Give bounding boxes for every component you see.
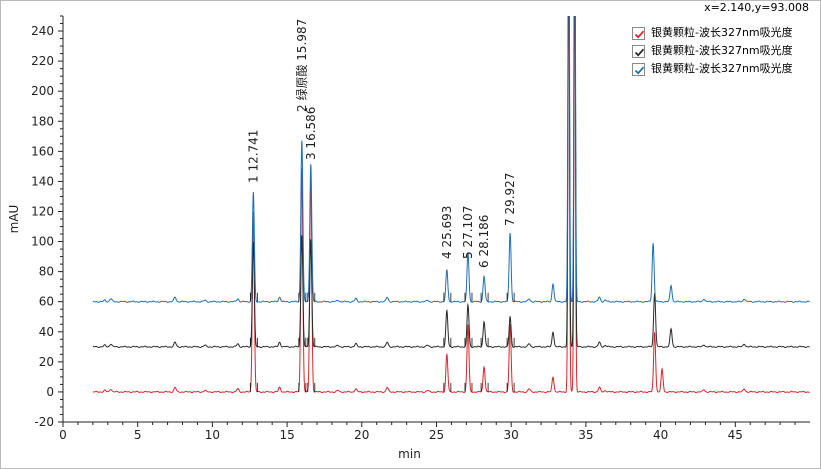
series-1-trace	[92, 16, 810, 394]
y-tick-label: 20	[39, 355, 54, 369]
y-tick-label: 240	[31, 24, 54, 38]
y-tick-label: 40	[39, 325, 54, 339]
peak-label-4: 4 25.693	[440, 206, 454, 259]
x-tick-label: 15	[279, 428, 294, 442]
series-2-group	[92, 16, 810, 348]
legend-item-2[interactable]: 银黄颗粒-波长327nm吸光度	[632, 42, 793, 60]
series-3-trace	[92, 16, 810, 303]
checkmark-icon	[634, 30, 645, 39]
y-tick-label: 180	[31, 114, 54, 128]
series-1-group	[92, 16, 810, 394]
x-tick-label: 45	[728, 428, 743, 442]
x-tick-label: 20	[354, 428, 369, 442]
y-tick-label: 120	[31, 204, 54, 218]
series-2-trace	[92, 16, 810, 348]
x-tick-label: 35	[578, 428, 593, 442]
y-tick-label: 0	[46, 385, 54, 399]
legend-checkbox-1[interactable]	[632, 26, 645, 40]
peak-label-1: 1 12.741	[246, 130, 260, 183]
x-tick-label: 0	[59, 428, 67, 442]
x-tick-label: 5	[134, 428, 142, 442]
x-tick-label: 10	[205, 428, 220, 442]
y-tick-label: 200	[31, 84, 54, 98]
peak-label-2: 2 绿原酸 15.987	[294, 19, 309, 112]
x-tick-label: 30	[504, 428, 519, 442]
peak-label-3: 3 16.586	[304, 107, 318, 160]
x-tick-label: 40	[653, 428, 668, 442]
chart-legend: 银黄颗粒-波长327nm吸光度 银黄颗粒-波长327nm吸光度 银黄颗粒-波长3…	[632, 24, 793, 78]
cursor-coordinate-readout: x=2.140,y=93.008	[704, 1, 809, 14]
peak-label-7: 7 29.927	[503, 173, 517, 226]
peak-label-5: 5 27.107	[461, 206, 475, 259]
y-tick-label: 160	[31, 144, 54, 158]
legend-item-3[interactable]: 银黄颗粒-波长327nm吸光度	[632, 60, 793, 78]
y-tick-label: 140	[31, 174, 54, 188]
peak-label-6: 6 28.186	[477, 215, 491, 268]
series-3-group	[92, 16, 810, 303]
legend-checkbox-2[interactable]	[632, 44, 645, 58]
y-tick-label: 100	[31, 235, 54, 249]
legend-label: 银黄颗粒-波长327nm吸光度	[651, 26, 793, 39]
y-tick-label: -20	[34, 415, 54, 429]
legend-label: 银黄颗粒-波长327nm吸光度	[651, 62, 793, 75]
legend-item-1[interactable]: 银黄颗粒-波长327nm吸光度	[632, 24, 793, 42]
x-tick-label: 25	[429, 428, 444, 442]
x-axis-label: min	[398, 447, 421, 461]
y-tick-label: 80	[39, 265, 54, 279]
legend-checkbox-3[interactable]	[632, 62, 645, 76]
legend-label: 银黄颗粒-波长327nm吸光度	[651, 44, 793, 57]
checkmark-icon	[634, 66, 645, 75]
y-tick-label: 220	[31, 54, 54, 68]
y-tick-label: 60	[39, 295, 54, 309]
checkmark-icon	[634, 48, 645, 57]
y-axis-label: mAU	[7, 205, 21, 234]
